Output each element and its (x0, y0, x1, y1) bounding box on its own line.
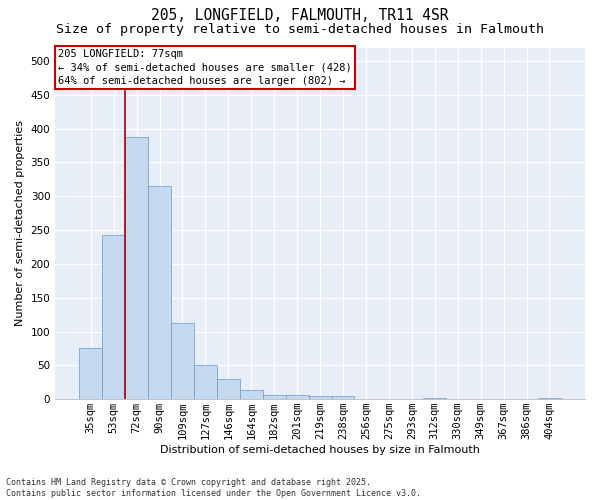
Text: 205, LONGFIELD, FALMOUTH, TR11 4SR: 205, LONGFIELD, FALMOUTH, TR11 4SR (151, 8, 449, 22)
Text: Size of property relative to semi-detached houses in Falmouth: Size of property relative to semi-detach… (56, 22, 544, 36)
Bar (332, 396, 355, 399)
Bar (148, 186, 171, 399)
Bar (263, 395, 286, 399)
Bar (538, 398, 561, 399)
Bar (102, 235, 125, 399)
Bar (286, 395, 308, 399)
Bar (125, 137, 148, 399)
Bar (171, 322, 194, 399)
Bar (194, 366, 217, 399)
Bar (423, 398, 446, 399)
X-axis label: Distribution of semi-detached houses by size in Falmouth: Distribution of semi-detached houses by … (160, 445, 480, 455)
Text: 205 LONGFIELD: 77sqm
← 34% of semi-detached houses are smaller (428)
64% of semi: 205 LONGFIELD: 77sqm ← 34% of semi-detac… (58, 50, 352, 86)
Bar (79, 348, 102, 399)
Bar (308, 396, 332, 399)
Text: Contains HM Land Registry data © Crown copyright and database right 2025.
Contai: Contains HM Land Registry data © Crown c… (6, 478, 421, 498)
Bar (217, 379, 240, 399)
Y-axis label: Number of semi-detached properties: Number of semi-detached properties (15, 120, 25, 326)
Bar (240, 390, 263, 399)
